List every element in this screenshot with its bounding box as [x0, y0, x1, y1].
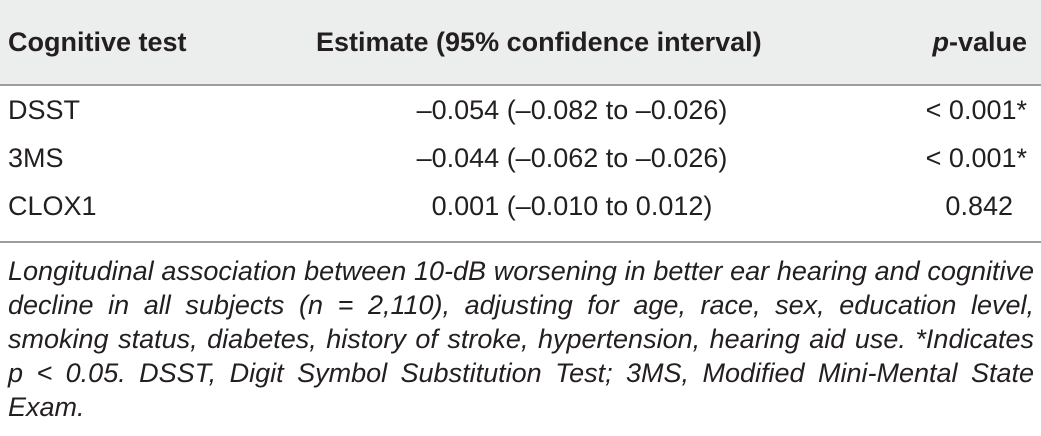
row-3ms-estimate: –0.044 (–0.062 to –0.026)	[416, 143, 728, 173]
header-estimate: Estimate (95% confidence interval)	[316, 27, 762, 57]
table-bottom-divider	[0, 241, 1041, 243]
row-dsst-test: DSST	[8, 95, 81, 125]
header-p-value: p-value	[932, 26, 1027, 58]
row-3ms-pvalue: < 0.001*	[925, 143, 1027, 173]
row-3ms-test: 3MS	[8, 143, 64, 173]
row-clox1-pvalue: 0.842	[945, 191, 1013, 221]
row-dsst-pvalue: < 0.001*	[925, 95, 1027, 125]
header-cognitive-test: Cognitive test	[8, 27, 187, 57]
table-header-row	[0, 0, 1041, 84]
header-p-suffix: -value	[948, 27, 1027, 57]
row-clox1-estimate: 0.001 (–0.010 to 0.012)	[431, 191, 713, 221]
row-clox1-test: CLOX1	[8, 191, 97, 221]
header-p-letter: p	[932, 27, 949, 57]
row-dsst-estimate: –0.054 (–0.082 to –0.026)	[416, 95, 728, 125]
header-divider	[0, 84, 1041, 86]
table-footnote: Longitudinal association between 10-dB w…	[8, 256, 1034, 422]
